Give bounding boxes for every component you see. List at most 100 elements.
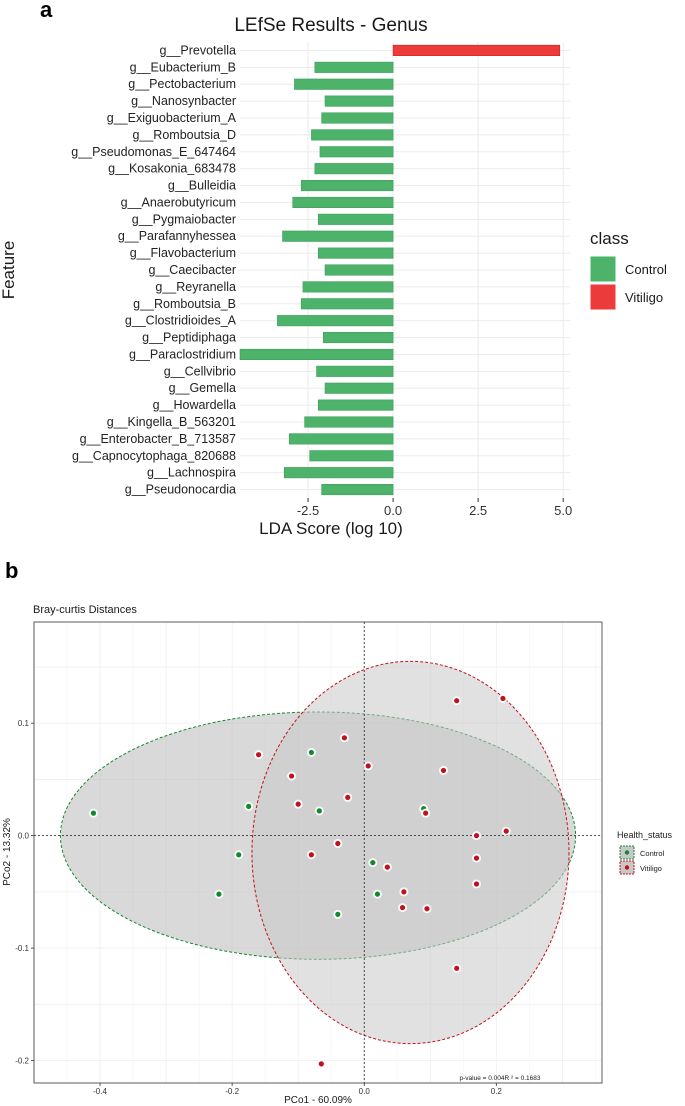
panel-label-a: a — [40, 0, 53, 22]
point-vitiligo — [345, 794, 351, 801]
lefse-feature-label: g__Romboutsia_B — [133, 297, 236, 311]
panel-label-b: b — [5, 558, 18, 583]
pcoa-y-tick-label: -0.2 — [15, 1057, 29, 1066]
legend-label-control: Control — [625, 262, 667, 277]
pcoa-reference-lines — [34, 622, 602, 1083]
lefse-feature-label: g__Capnocytophaga_820688 — [72, 449, 236, 463]
lefse-bar — [302, 281, 394, 293]
point-vitiligo — [318, 1061, 324, 1067]
point-control — [335, 911, 341, 917]
lefse-feature-label: g__Peptidiphaga — [142, 331, 236, 345]
lefse-feature-label: g__Pygmaiobacter — [132, 212, 236, 226]
lefse-bar — [317, 247, 394, 259]
lefse-feature-label: g__Flavobacterium — [130, 246, 236, 260]
lefse-bar — [289, 433, 394, 445]
point-vitiligo — [424, 906, 430, 912]
point-control — [308, 749, 314, 756]
lefse-bar — [283, 467, 394, 479]
lefse-feature-label: g__Gemella — [169, 381, 236, 395]
pcoa-x-tick-label: 0.0 — [359, 1087, 371, 1096]
pcoa-x-tick-label: 0.2 — [491, 1087, 503, 1096]
pcoa-panel: b Bray-curtis Distances -0.4 -0.2 0.0 0.2-0… — [2, 558, 673, 1106]
point-vitiligo — [308, 852, 314, 858]
point-vitiligo — [335, 840, 341, 847]
lefse-x-tick-label: -2.5 — [297, 503, 319, 518]
lefse-bar — [319, 146, 394, 158]
lefse-bar — [304, 416, 394, 428]
pcoa-stats-annotation: p-value = 0.004R ² = 0.1683 — [460, 1075, 541, 1082]
lefse-bar — [294, 78, 394, 90]
legend-swatch-vitiligo — [589, 283, 617, 311]
lefse-bar — [317, 399, 394, 411]
pcoa-legend-title: Health_status — [617, 830, 673, 840]
lefse-legend-title: class — [590, 229, 629, 248]
point-control — [316, 808, 322, 814]
point-vitiligo — [473, 881, 480, 887]
point-vitiligo — [454, 698, 460, 704]
lefse-feature-label: g__Cellvibrio — [164, 364, 236, 378]
point-control — [90, 810, 97, 816]
lefse-bars — [239, 44, 561, 496]
lefse-bar — [277, 315, 394, 327]
point-vitiligo — [423, 810, 429, 816]
pcoa-y-tick-label: -0.1 — [15, 944, 29, 953]
point-vitiligo — [365, 763, 371, 769]
point-vitiligo — [473, 855, 480, 861]
legend-dot-vitiligo — [624, 865, 630, 870]
point-vitiligo — [440, 767, 447, 774]
lefse-feature-label: g__Clostridioides_A — [125, 314, 237, 328]
pcoa-points — [88, 693, 511, 1069]
lefse-feature-label: g__Pectobacterium — [128, 77, 236, 91]
legend-swatch-control — [589, 255, 617, 283]
point-vitiligo — [454, 965, 460, 971]
lefse-feature-label: g__Lachnospira — [147, 466, 236, 480]
point-vitiligo — [503, 828, 509, 834]
lefse-bar — [314, 61, 394, 73]
lefse-bar — [314, 163, 394, 175]
point-vitiligo — [341, 735, 348, 741]
point-vitiligo — [401, 889, 407, 895]
point-control — [236, 852, 242, 858]
lefse-feature-label: g__Bulleidia — [168, 179, 236, 193]
lefse-feature-label: g__Nanosynbacter — [131, 94, 236, 108]
legend-dot-control — [624, 850, 630, 855]
lefse-feature-label: g__Enterobacter_B_713587 — [80, 432, 236, 446]
lefse-bar — [292, 196, 394, 208]
lefse-feature-label: g__Eubacterium_B — [130, 60, 236, 74]
lefse-feature-labels: g__Prevotella g__Eubacterium_B g__Pectobac… — [71, 43, 236, 496]
point-control — [246, 803, 252, 810]
lefse-bar — [324, 95, 394, 107]
pcoa-x-tick-label: -0.4 — [93, 1087, 107, 1096]
lefse-feature-label: g__Romboutsia_D — [132, 128, 236, 142]
pcoa-ticks: -0.4 -0.2 0.0 0.2 -0.2 -0.1 0.0 0.1 — [15, 719, 502, 1096]
lefse-bar — [282, 230, 394, 242]
pcoa-legend-label-control: Control — [640, 849, 665, 858]
lefse-bar — [311, 129, 394, 141]
point-control — [216, 891, 222, 897]
pcoa-legend-label-vitiligo: Vitiligo — [640, 864, 662, 873]
pcoa-x-axis-label: PCo1 - 60.09% — [284, 1095, 352, 1106]
lefse-feature-label: g__Exiguobacterium_A — [107, 111, 237, 125]
lefse-feature-label: g__Kingella_B_563201 — [107, 415, 236, 429]
point-vitiligo — [399, 904, 406, 911]
lefse-bar — [324, 264, 394, 276]
point-control — [374, 891, 381, 897]
lefse-feature-label: g__Anaerobutyricum — [121, 195, 236, 209]
ellipse-vitiligo — [251, 660, 570, 1045]
lefse-feature-label: g__Reyranella — [155, 280, 236, 294]
lefse-feature-label: g__Howardella — [153, 398, 236, 412]
lefse-bar — [239, 348, 394, 360]
pcoa-y-tick-label: 0.1 — [18, 719, 30, 728]
lefse-bar — [321, 484, 394, 496]
point-control — [370, 860, 376, 866]
pcoa-y-axis-label: PCo2 - 13.32% — [2, 818, 13, 886]
lefse-feature-label: g__Caecibacter — [148, 263, 236, 277]
lefse-title: LEfSe Results - Genus — [234, 15, 427, 36]
lefse-feature-label: g__Pseudomonas_E_647464 — [71, 145, 236, 159]
lefse-bar — [323, 332, 394, 344]
lefse-y-axis-label: Feature — [0, 241, 18, 300]
lefse-x-tick-label: 0.0 — [384, 503, 402, 518]
lefse-feature-label: g__Pseudonocardia — [125, 483, 236, 497]
lefse-legend: class Control Vitiligo — [589, 229, 667, 311]
